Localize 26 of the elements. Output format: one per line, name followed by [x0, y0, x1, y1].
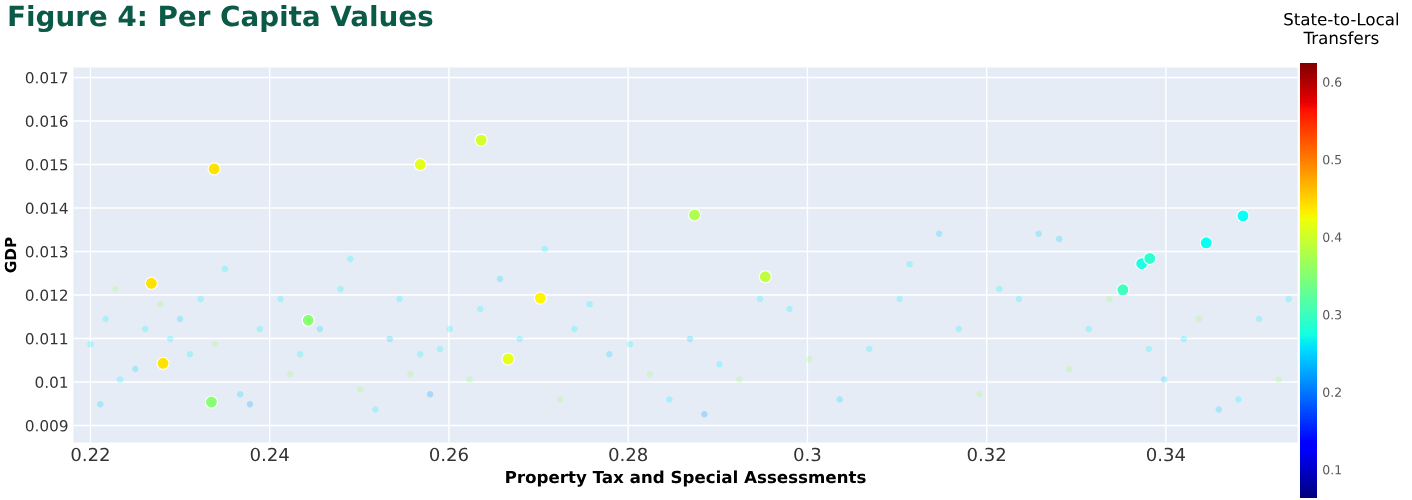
color-bar-label: 0.1: [1323, 465, 1341, 475]
y-tick-label: 0.013: [25, 245, 68, 258]
y-tick-label: 0.014: [25, 202, 68, 215]
y-tick-label: 0.015: [25, 158, 68, 171]
color-bar-label: 0.4: [1323, 232, 1342, 242]
color-bar-title: State-to-Local Transfers: [1284, 12, 1399, 45]
x-tick-label: 0.26: [430, 447, 468, 462]
color-bar-label: 0.3: [1323, 309, 1342, 320]
y-tick-label: 0.01: [35, 376, 68, 389]
x-tick-label: 0.22: [71, 447, 109, 462]
x-tick-label: 0.3: [794, 447, 821, 462]
color-bar-label: 0.6: [1323, 77, 1342, 87]
color-bar-label: 0.5: [1323, 154, 1342, 165]
x-tick-label: 0.28: [609, 447, 648, 462]
x-tick-label: 0.34: [1146, 447, 1185, 462]
y-tick-label: 0.011: [25, 332, 68, 345]
y-tick-label: 0.009: [25, 420, 68, 432]
x-axis-title: Property Tax and Special Assessments: [506, 470, 866, 487]
y-tick-label: 0.016: [25, 115, 68, 128]
y-axis-title: GDP: [4, 237, 17, 273]
chart-title: Figure 4: Per Capita Values: [9, 5, 433, 33]
y-tick-label: 0.017: [25, 71, 68, 84]
x-tick-label: 0.24: [250, 447, 289, 462]
x-tick-label: 0.32: [967, 447, 1005, 462]
y-tick-label: 0.012: [25, 289, 68, 302]
color-bar-label: 0.2: [1323, 387, 1341, 397]
